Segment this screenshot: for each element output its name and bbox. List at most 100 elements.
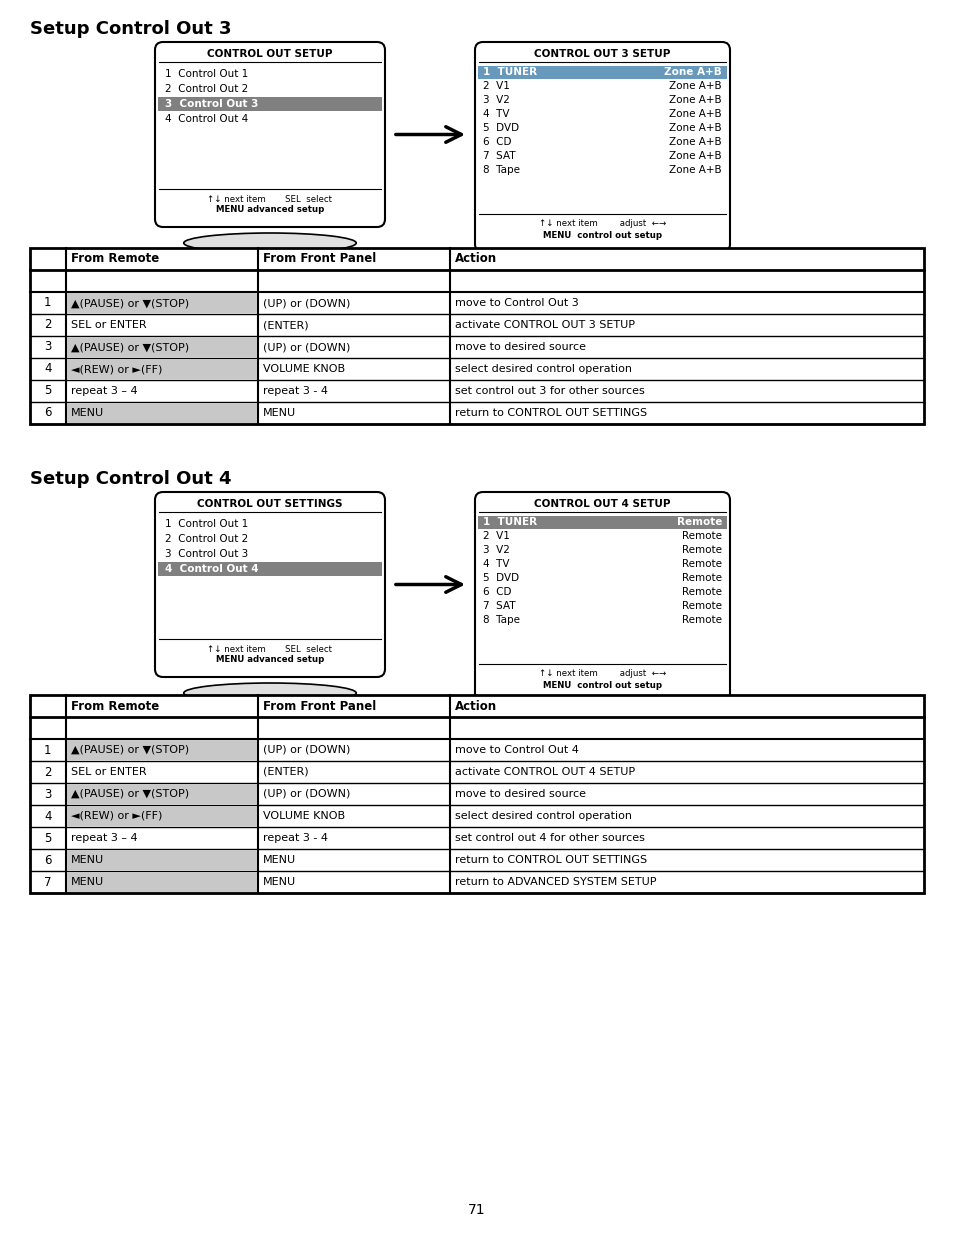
Text: move to desired source: move to desired source bbox=[455, 789, 585, 799]
Text: 3  Control Out 3: 3 Control Out 3 bbox=[165, 99, 258, 109]
Text: 2  V1: 2 V1 bbox=[482, 82, 509, 91]
Text: 5: 5 bbox=[44, 831, 51, 845]
Text: SEL or ENTER: SEL or ENTER bbox=[71, 320, 146, 330]
Text: 4: 4 bbox=[44, 809, 51, 823]
Text: 1  Control Out 1: 1 Control Out 1 bbox=[165, 519, 248, 529]
Text: 71: 71 bbox=[468, 1203, 485, 1216]
Text: Setup Control Out 3: Setup Control Out 3 bbox=[30, 20, 232, 38]
Text: move to desired source: move to desired source bbox=[455, 342, 585, 352]
Text: Zone A+B: Zone A+B bbox=[669, 151, 721, 161]
Text: ↑↓ next item        adjust  ←→: ↑↓ next item adjust ←→ bbox=[538, 220, 665, 228]
Text: 2  V1: 2 V1 bbox=[482, 531, 509, 541]
Text: 8  Tape: 8 Tape bbox=[482, 165, 519, 175]
Text: MENU  control out setup: MENU control out setup bbox=[542, 680, 661, 689]
Text: Remote: Remote bbox=[681, 559, 721, 569]
Text: MENU  control out setup: MENU control out setup bbox=[542, 231, 661, 240]
Text: Zone A+B: Zone A+B bbox=[669, 137, 721, 147]
Text: Remote: Remote bbox=[676, 517, 721, 527]
Text: 3  V2: 3 V2 bbox=[482, 545, 509, 555]
Bar bbox=[67, 359, 256, 379]
Text: (ENTER): (ENTER) bbox=[263, 767, 308, 777]
Text: select desired control operation: select desired control operation bbox=[455, 811, 632, 821]
Text: From Front Panel: From Front Panel bbox=[263, 699, 375, 713]
Text: From Remote: From Remote bbox=[71, 252, 159, 266]
Text: ◄(REW) or ►(FF): ◄(REW) or ►(FF) bbox=[71, 811, 162, 821]
Text: 5  DVD: 5 DVD bbox=[482, 124, 518, 133]
Text: CONTROL OUT 4 SETUP: CONTROL OUT 4 SETUP bbox=[534, 499, 670, 509]
Bar bbox=[67, 784, 256, 804]
Text: MENU: MENU bbox=[263, 855, 295, 864]
Text: Zone A+B: Zone A+B bbox=[669, 165, 721, 175]
Text: 8  Tape: 8 Tape bbox=[482, 615, 519, 625]
Text: 6  CD: 6 CD bbox=[482, 137, 511, 147]
Text: MENU advanced setup: MENU advanced setup bbox=[215, 205, 324, 215]
Text: 1  TUNER: 1 TUNER bbox=[482, 67, 537, 77]
Text: ◄(REW) or ►(FF): ◄(REW) or ►(FF) bbox=[71, 364, 162, 374]
FancyBboxPatch shape bbox=[475, 42, 729, 252]
Text: 3  V2: 3 V2 bbox=[482, 95, 509, 105]
Ellipse shape bbox=[184, 683, 355, 703]
Bar bbox=[67, 872, 256, 892]
Text: Remote: Remote bbox=[681, 573, 721, 583]
Text: select desired control operation: select desired control operation bbox=[455, 364, 632, 374]
Text: 5  DVD: 5 DVD bbox=[482, 573, 518, 583]
Text: 3: 3 bbox=[44, 341, 51, 353]
Text: move to Control Out 4: move to Control Out 4 bbox=[455, 745, 578, 755]
Text: 2: 2 bbox=[44, 319, 51, 331]
Text: return to CONTROL OUT SETTINGS: return to CONTROL OUT SETTINGS bbox=[455, 855, 647, 864]
Text: (ENTER): (ENTER) bbox=[263, 320, 308, 330]
Text: set control out 4 for other sources: set control out 4 for other sources bbox=[455, 832, 644, 844]
Text: From Remote: From Remote bbox=[71, 699, 159, 713]
Bar bbox=[30, 695, 923, 893]
Text: 6  CD: 6 CD bbox=[482, 587, 511, 597]
Text: MENU: MENU bbox=[71, 877, 104, 887]
Text: (UP) or (DOWN): (UP) or (DOWN) bbox=[263, 298, 350, 308]
Text: repeat 3 – 4: repeat 3 – 4 bbox=[71, 832, 137, 844]
Text: Action: Action bbox=[455, 699, 497, 713]
Text: 4: 4 bbox=[44, 363, 51, 375]
Bar bbox=[67, 740, 256, 760]
Text: ↑↓ next item        adjust  ←→: ↑↓ next item adjust ←→ bbox=[538, 669, 665, 678]
Text: 1  Control Out 1: 1 Control Out 1 bbox=[165, 69, 248, 79]
Text: activate CONTROL OUT 3 SETUP: activate CONTROL OUT 3 SETUP bbox=[455, 320, 635, 330]
Text: CONTROL OUT SETUP: CONTROL OUT SETUP bbox=[207, 49, 333, 59]
Bar bbox=[67, 337, 256, 357]
Text: ▲(PAUSE) or ▼(STOP): ▲(PAUSE) or ▼(STOP) bbox=[71, 342, 189, 352]
Text: Remote: Remote bbox=[681, 587, 721, 597]
Text: VOLUME KNOB: VOLUME KNOB bbox=[263, 364, 345, 374]
Text: Remote: Remote bbox=[681, 601, 721, 611]
Text: Remote: Remote bbox=[681, 531, 721, 541]
Text: ▲(PAUSE) or ▼(STOP): ▲(PAUSE) or ▼(STOP) bbox=[71, 298, 189, 308]
Text: CONTROL OUT 3 SETUP: CONTROL OUT 3 SETUP bbox=[534, 49, 670, 59]
Text: 2  Control Out 2: 2 Control Out 2 bbox=[165, 534, 248, 543]
Text: Zone A+B: Zone A+B bbox=[669, 95, 721, 105]
Bar bbox=[67, 806, 256, 826]
Text: (UP) or (DOWN): (UP) or (DOWN) bbox=[263, 342, 350, 352]
Text: MENU: MENU bbox=[263, 408, 295, 417]
Text: From Front Panel: From Front Panel bbox=[263, 252, 375, 266]
Text: ▲(PAUSE) or ▼(STOP): ▲(PAUSE) or ▼(STOP) bbox=[71, 789, 189, 799]
Bar bbox=[67, 293, 256, 312]
Text: 1  TUNER: 1 TUNER bbox=[482, 517, 537, 527]
Text: return to CONTROL OUT SETTINGS: return to CONTROL OUT SETTINGS bbox=[455, 408, 647, 417]
Text: MENU: MENU bbox=[263, 877, 295, 887]
Text: ↑↓ next item       SEL  select: ↑↓ next item SEL select bbox=[208, 194, 333, 204]
FancyBboxPatch shape bbox=[154, 492, 385, 677]
Ellipse shape bbox=[506, 708, 698, 727]
Ellipse shape bbox=[184, 233, 355, 253]
Bar bbox=[158, 562, 381, 576]
Text: set control out 3 for other sources: set control out 3 for other sources bbox=[455, 387, 644, 396]
Text: Remote: Remote bbox=[681, 615, 721, 625]
Text: CONTROL OUT SETTINGS: CONTROL OUT SETTINGS bbox=[197, 499, 342, 509]
Text: VOLUME KNOB: VOLUME KNOB bbox=[263, 811, 345, 821]
Text: 2  Control Out 2: 2 Control Out 2 bbox=[165, 84, 248, 94]
Text: Zone A+B: Zone A+B bbox=[663, 67, 721, 77]
Text: 7  SAT: 7 SAT bbox=[482, 151, 515, 161]
Text: Action: Action bbox=[455, 252, 497, 266]
Text: Setup Control Out 4: Setup Control Out 4 bbox=[30, 471, 232, 488]
Text: Zone A+B: Zone A+B bbox=[669, 109, 721, 119]
Text: return to ADVANCED SYSTEM SETUP: return to ADVANCED SYSTEM SETUP bbox=[455, 877, 656, 887]
Text: Zone A+B: Zone A+B bbox=[669, 124, 721, 133]
Text: 6: 6 bbox=[44, 853, 51, 867]
Text: 7  SAT: 7 SAT bbox=[482, 601, 515, 611]
